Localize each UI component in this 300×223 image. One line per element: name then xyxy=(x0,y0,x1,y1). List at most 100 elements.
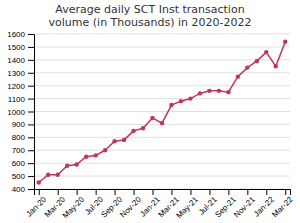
point xyxy=(93,153,97,157)
tick: 400 xyxy=(12,185,34,194)
point xyxy=(179,99,183,103)
tick-mark xyxy=(134,189,135,195)
point xyxy=(150,116,154,120)
grid-line xyxy=(34,72,290,73)
tick: 1200 xyxy=(7,82,34,91)
tick-mark xyxy=(28,137,34,138)
tick-label: 1600 xyxy=(7,30,25,39)
tick-mark xyxy=(28,99,34,100)
tick-mark xyxy=(209,189,210,195)
tick: 900 xyxy=(12,120,34,129)
grid-line xyxy=(34,46,290,47)
tick-mark xyxy=(190,189,191,195)
tick-mark xyxy=(28,163,34,164)
chart: Average daily SCT Inst transactionvolume… xyxy=(0,0,300,223)
tick-mark xyxy=(228,189,229,195)
point xyxy=(245,65,249,69)
tick-label: 900 xyxy=(12,120,26,129)
tick: May-21 xyxy=(175,189,201,220)
tick-mark xyxy=(96,189,97,195)
tick-label: 800 xyxy=(12,133,26,142)
point xyxy=(217,89,221,93)
y-axis: 400 500 600 700 800 900 1000 1100 1200 1300 1400 15… xyxy=(7,30,34,194)
axis-line xyxy=(35,190,291,196)
tick: 1300 xyxy=(7,69,34,78)
grid xyxy=(34,34,290,189)
tick-mark xyxy=(247,189,248,195)
point xyxy=(255,59,259,63)
tick-mark xyxy=(28,150,34,151)
grid-line xyxy=(34,59,290,60)
tick: 1400 xyxy=(7,56,34,65)
point xyxy=(226,90,230,94)
tick: 1100 xyxy=(8,95,34,104)
tick-mark xyxy=(28,124,34,125)
tick-mark xyxy=(28,112,34,113)
point xyxy=(198,91,202,95)
grid-line xyxy=(34,85,290,86)
tick-mark xyxy=(28,60,34,61)
axis-line xyxy=(28,35,35,190)
tick-mark xyxy=(77,189,78,195)
tick-mark xyxy=(266,189,267,195)
point xyxy=(236,74,240,78)
point xyxy=(264,50,268,54)
tick: 600 xyxy=(12,159,34,168)
grid-line xyxy=(34,98,290,99)
tick-mark xyxy=(58,189,59,195)
tick-mark xyxy=(28,34,34,35)
tick: 1600 xyxy=(7,30,34,39)
point xyxy=(207,89,211,93)
tick: May-20 xyxy=(61,189,87,220)
point xyxy=(160,121,164,125)
grid-line xyxy=(34,176,290,177)
tick-mark xyxy=(28,86,34,87)
tick-label: 600 xyxy=(12,159,26,168)
tick-label: 1000 xyxy=(7,108,25,117)
tick-label: May-21 xyxy=(175,195,201,221)
point xyxy=(131,129,135,133)
tick: 800 xyxy=(12,133,34,142)
point xyxy=(274,64,278,68)
tick-mark xyxy=(115,189,116,195)
tick-mark xyxy=(39,189,40,195)
plot: 400 500 600 700 800 900 1000 1100 1200 1300 1400 15… xyxy=(7,30,295,220)
marks xyxy=(37,40,288,185)
tick-label: 500 xyxy=(12,172,26,181)
tick-mark xyxy=(153,189,154,195)
tick: 500 xyxy=(12,172,34,181)
point xyxy=(169,103,173,107)
point xyxy=(46,173,50,177)
x-axis: Jan-20Mar-20May-20Jul-20Sep-20Nov-20Jan-… xyxy=(24,189,295,220)
line xyxy=(39,42,286,183)
tick-label: 1200 xyxy=(7,82,25,91)
grid-line xyxy=(34,111,290,112)
tick: 1500 xyxy=(7,43,34,52)
point xyxy=(283,40,287,44)
tick-mark xyxy=(28,47,34,48)
point xyxy=(141,126,145,130)
tick-mark xyxy=(171,189,172,195)
tick-label: 1300 xyxy=(7,69,25,78)
title: Average daily SCT Inst transactionvolume… xyxy=(49,3,252,29)
grid-line xyxy=(34,150,290,151)
point xyxy=(84,155,88,159)
tick-mark xyxy=(28,176,34,177)
tick: 1000 xyxy=(7,108,34,117)
tick-label: Mar-22 xyxy=(270,195,295,220)
tick: 700 xyxy=(12,146,34,155)
point xyxy=(74,162,78,166)
tick-label: 1500 xyxy=(7,43,25,52)
tick-label: 1100 xyxy=(8,95,26,104)
point xyxy=(188,96,192,100)
grid-line xyxy=(34,137,290,138)
tick-label: Nov-21 xyxy=(232,195,257,220)
grid-line xyxy=(34,163,290,164)
grid-line xyxy=(34,34,290,35)
tick-mark xyxy=(28,189,34,190)
point xyxy=(37,180,41,184)
tick-label: Nov-20 xyxy=(118,195,143,220)
point xyxy=(112,139,116,143)
tick-mark xyxy=(285,189,286,195)
tick-mark xyxy=(28,73,34,74)
